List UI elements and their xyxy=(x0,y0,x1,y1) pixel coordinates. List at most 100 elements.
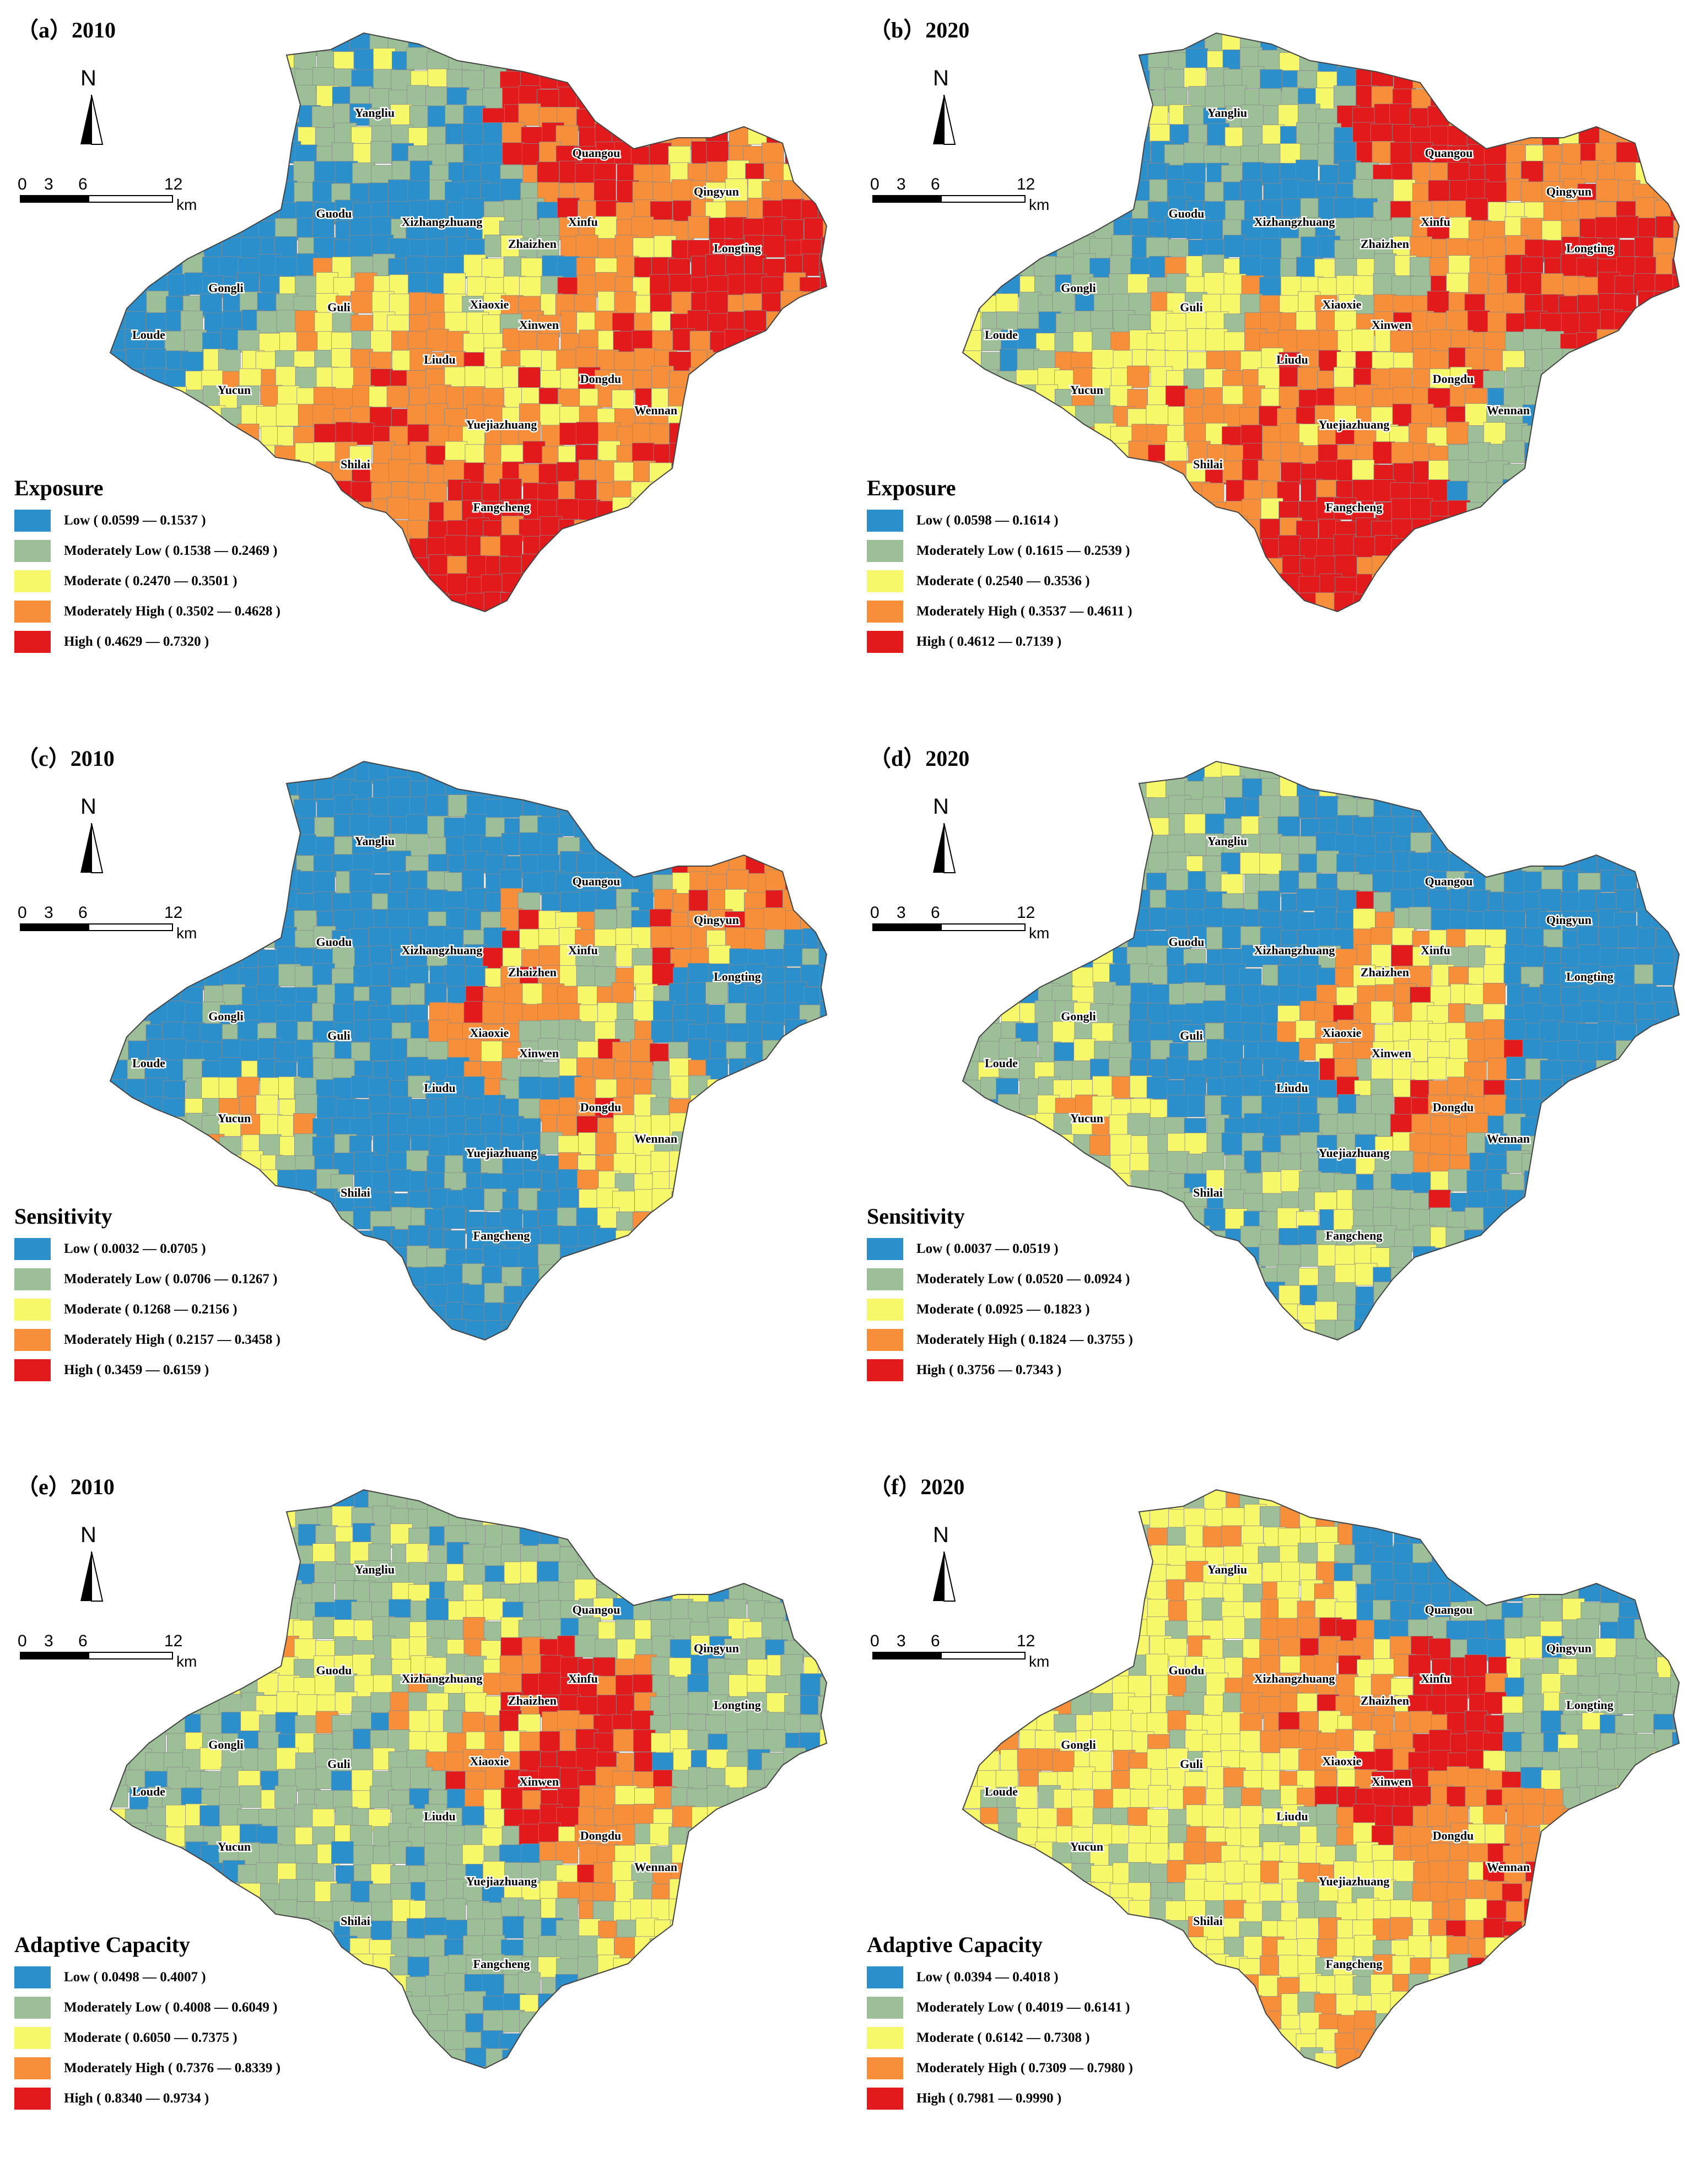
village-cell xyxy=(183,423,205,445)
village-cell xyxy=(688,834,710,856)
village-cell xyxy=(540,404,562,426)
village-cell xyxy=(997,740,1019,762)
village-cell xyxy=(762,47,784,69)
village-cell xyxy=(1445,591,1467,613)
village-cell xyxy=(408,1225,430,1247)
village-cell xyxy=(1464,85,1486,107)
village-cell xyxy=(981,53,1003,75)
village-cell xyxy=(1372,1094,1394,1116)
village-cell xyxy=(148,1151,170,1173)
village-cell xyxy=(632,29,654,51)
village-cell xyxy=(411,1300,433,1322)
village-cell xyxy=(1676,237,1698,260)
village-cell xyxy=(93,1023,115,1045)
village-cell xyxy=(445,965,467,987)
town-label: Xinfu xyxy=(1421,215,1450,229)
town-label: Xizhangzhuang xyxy=(402,215,483,229)
village-cell xyxy=(1578,390,1600,412)
village-cell xyxy=(524,34,546,56)
village-cell xyxy=(313,872,335,894)
village-cell xyxy=(709,88,731,110)
village-cell xyxy=(1618,460,1641,482)
village-cell xyxy=(1671,348,1693,370)
village-cell xyxy=(1244,593,1266,615)
village-cell xyxy=(710,1339,732,1361)
village-cell xyxy=(823,1248,845,1271)
village-cell xyxy=(960,351,982,373)
village-cell xyxy=(1598,835,1620,857)
village-cell xyxy=(1057,14,1080,36)
village-cell xyxy=(1561,593,1583,615)
village-cell xyxy=(1318,742,1340,764)
village-cell xyxy=(999,254,1021,276)
village-cell xyxy=(943,1151,965,1173)
village-cell xyxy=(444,1207,466,1229)
village-cell xyxy=(764,907,786,929)
village-cell xyxy=(819,763,841,785)
village-cell xyxy=(1523,572,1545,594)
village-cell xyxy=(372,535,394,557)
town-label: Liudu xyxy=(1276,353,1308,366)
village-cell xyxy=(1558,536,1580,558)
village-cell xyxy=(1596,740,1618,763)
village-cell xyxy=(802,1207,824,1229)
village-cell xyxy=(634,740,656,762)
village-cell xyxy=(1447,555,1469,577)
village-cell xyxy=(725,889,747,911)
village-cell xyxy=(1128,10,1150,33)
town-label: Longting xyxy=(714,241,761,255)
town-label: Xiaoxie xyxy=(470,1026,509,1040)
village-cell xyxy=(670,1302,692,1324)
legend-label: Low ( 0.0598 — 0.1614 ) xyxy=(916,513,1059,528)
village-cell xyxy=(1560,558,1582,580)
village-cell xyxy=(800,428,822,450)
village-cell xyxy=(224,198,246,220)
village-cell xyxy=(257,181,279,203)
village-cell xyxy=(1035,48,1057,70)
village-cell xyxy=(429,14,451,36)
village-cell xyxy=(241,798,263,820)
village-cell xyxy=(1001,870,1023,892)
village-cell xyxy=(260,67,282,89)
village-cell xyxy=(167,740,189,762)
village-cell xyxy=(501,1324,524,1346)
village-cell xyxy=(727,740,749,762)
town-label: Longting xyxy=(714,970,761,983)
village-cell xyxy=(1000,235,1022,257)
village-cell xyxy=(445,1340,467,1362)
village-cell xyxy=(165,90,187,112)
village-cell xyxy=(687,816,709,838)
village-cell xyxy=(218,743,240,765)
village-cell xyxy=(1357,14,1379,36)
village-cell xyxy=(594,1266,616,1288)
village-cell xyxy=(616,743,638,765)
village-cell xyxy=(239,10,261,33)
village-cell xyxy=(466,888,488,910)
village-cell xyxy=(1353,179,1375,201)
town-label: Loude xyxy=(132,1056,165,1070)
village-cell xyxy=(1616,348,1638,370)
village-cell xyxy=(822,852,844,874)
village-cell xyxy=(802,1284,824,1306)
village-cell xyxy=(1034,124,1056,146)
village-cell xyxy=(1582,33,1604,55)
village-cell xyxy=(558,761,580,783)
village-cell xyxy=(616,536,638,558)
village-cell xyxy=(145,853,167,875)
village-cell xyxy=(1017,949,1039,971)
village-cell xyxy=(1150,739,1172,761)
village-cell xyxy=(803,387,825,409)
village-cell xyxy=(166,1153,188,1175)
village-cell xyxy=(1280,911,1302,933)
village-cell xyxy=(650,800,672,822)
village-cell xyxy=(1578,459,1600,482)
village-cell xyxy=(1466,502,1488,525)
town-label: Liudu xyxy=(424,353,456,366)
village-cell xyxy=(706,1267,729,1289)
village-cell xyxy=(1038,68,1060,90)
village-cell xyxy=(1540,1060,1562,1082)
village-cell xyxy=(818,594,840,617)
